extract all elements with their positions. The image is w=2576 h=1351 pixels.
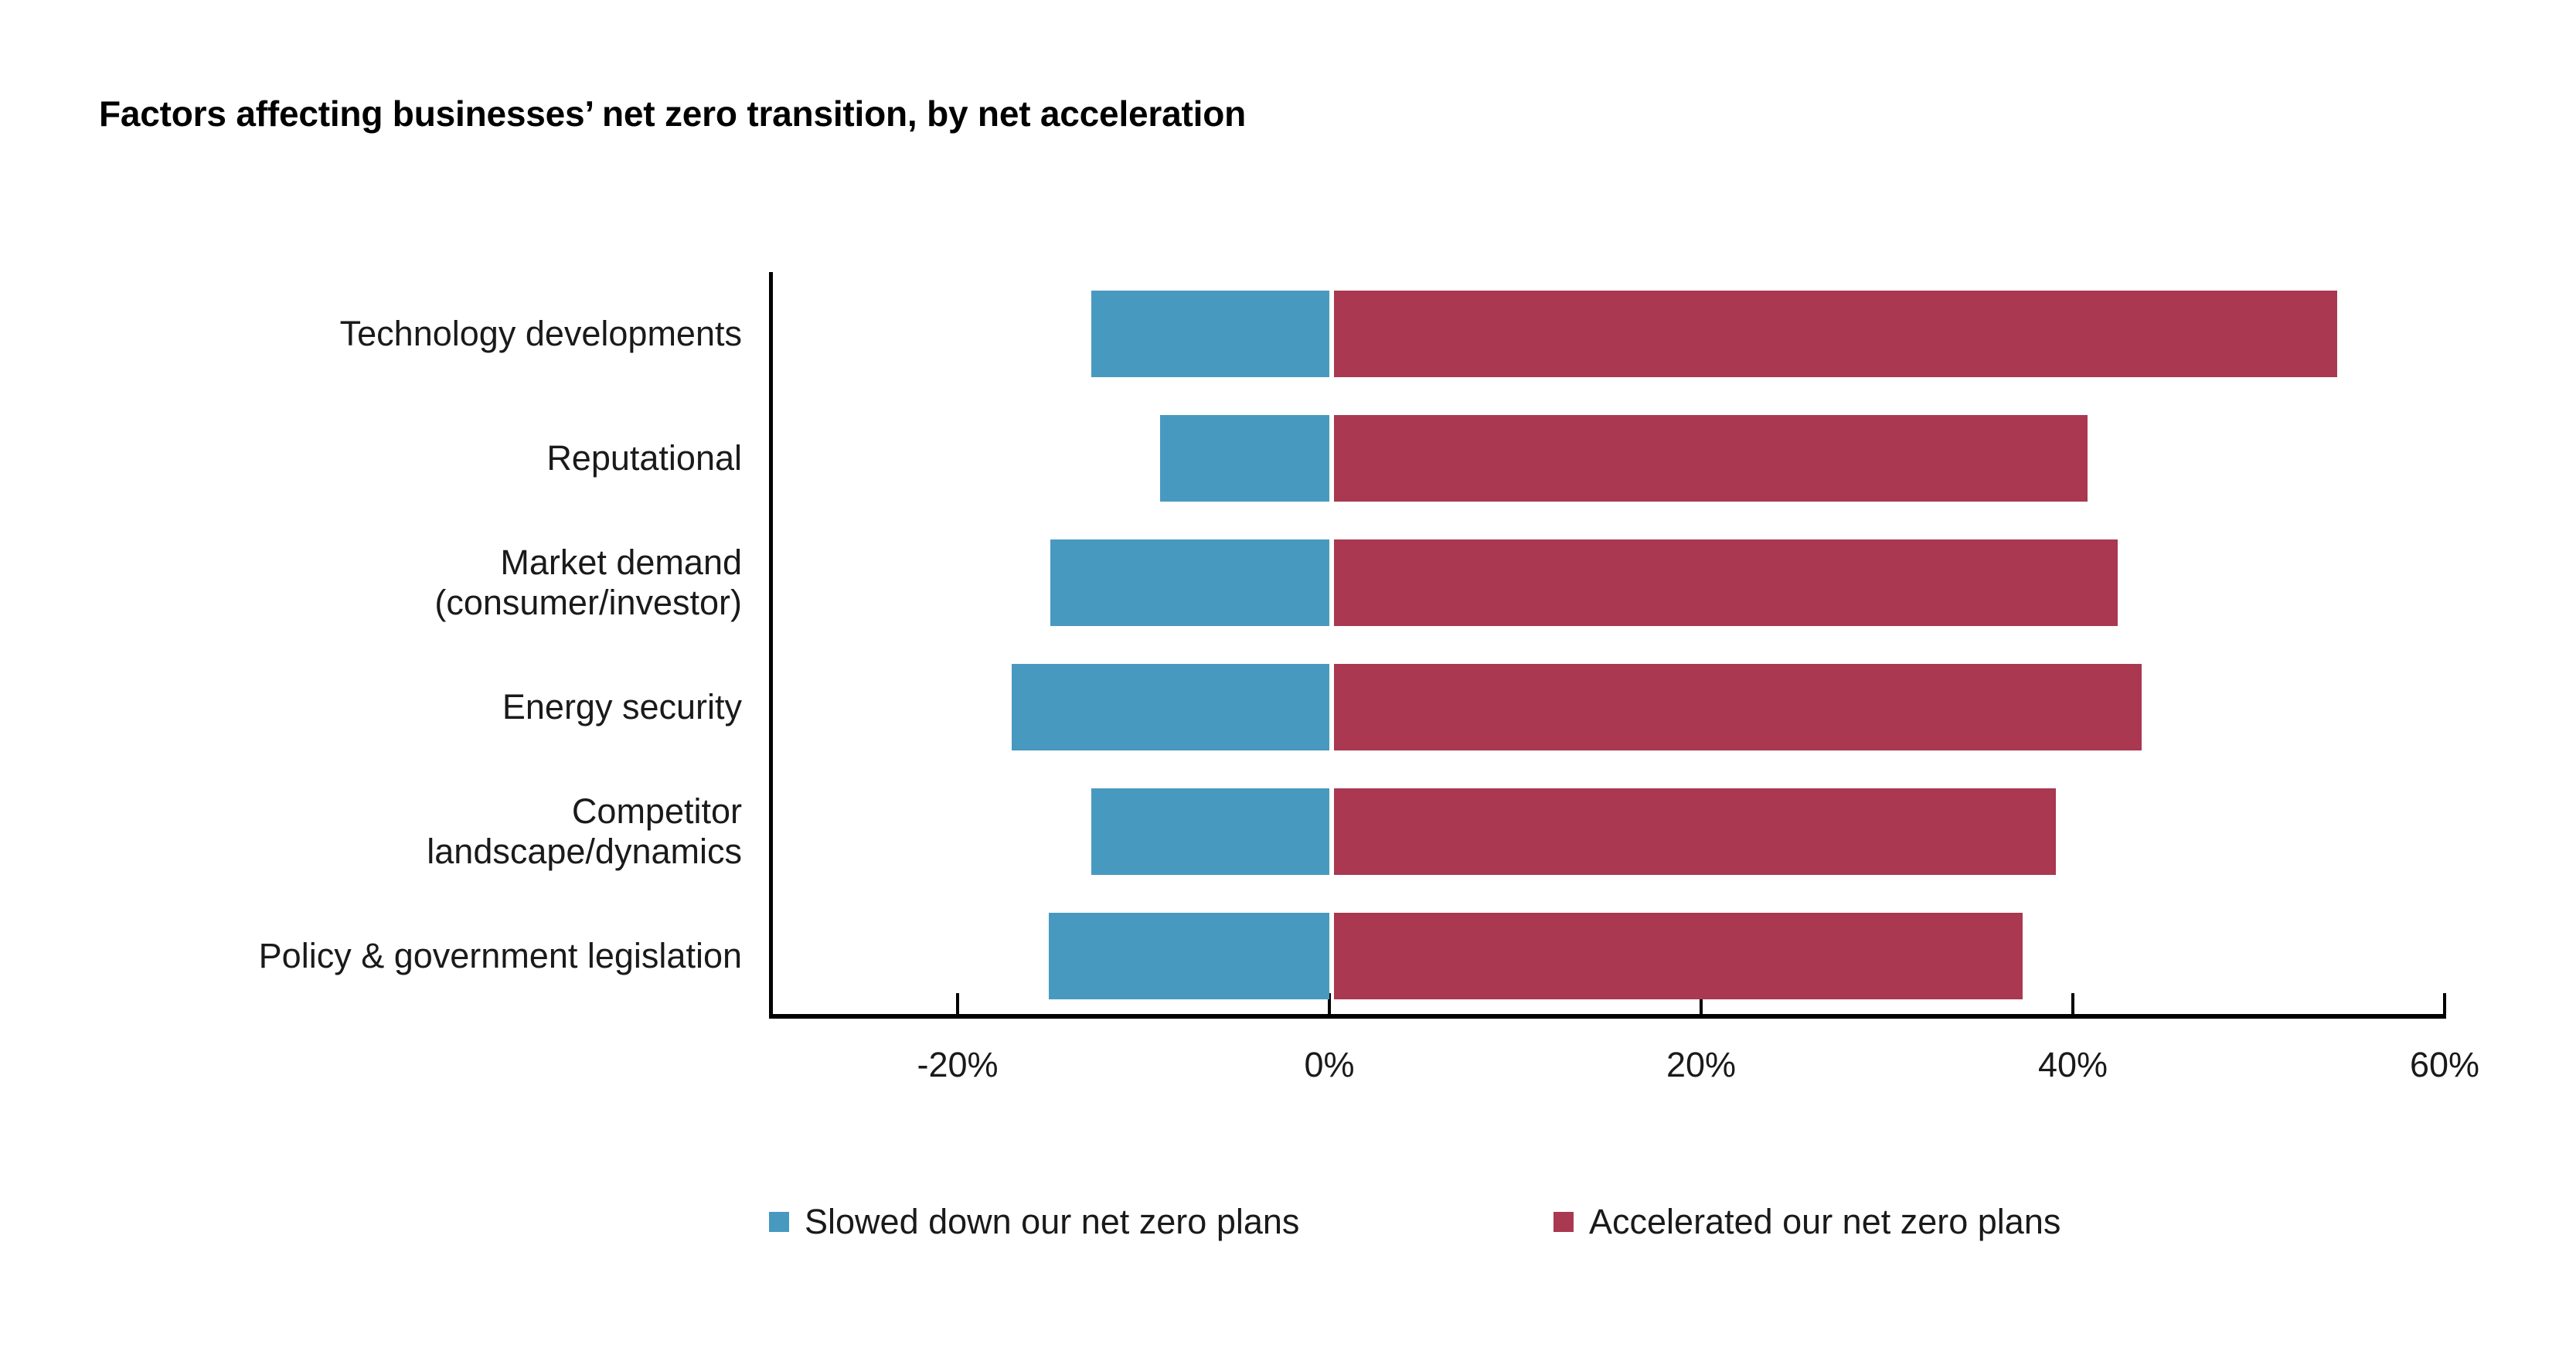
bar-accelerated bbox=[1334, 663, 2142, 750]
x-axis-tick bbox=[2071, 993, 2074, 1015]
x-axis-tick-label: 60% bbox=[2409, 1045, 2480, 1084]
bar-accelerated bbox=[1334, 788, 2057, 875]
bar-slowed bbox=[1091, 788, 1329, 875]
bar-row bbox=[769, 912, 2446, 999]
legend-label: Accelerated our net zero plans bbox=[1589, 1202, 2061, 1241]
category-axis-labels: Technology developments Reputational Marke… bbox=[46, 272, 742, 1018]
legend-label: Slowed down our net zero plans bbox=[805, 1202, 1300, 1241]
x-axis-tick-label: -20% bbox=[917, 1045, 999, 1084]
bar-slowed bbox=[1011, 663, 1329, 750]
x-axis-tick bbox=[956, 993, 959, 1015]
x-axis-tick bbox=[2443, 993, 2446, 1015]
square-swatch-red bbox=[1553, 1212, 1574, 1232]
category-label: Technology developments bbox=[339, 314, 742, 354]
category-label: Market demand (consumer/investor) bbox=[434, 543, 742, 623]
bar-row bbox=[769, 539, 2446, 627]
bar-slowed bbox=[1160, 415, 1329, 502]
page-title: Factors affecting businesses’ net zero t… bbox=[99, 94, 1246, 134]
bar-accelerated bbox=[1334, 912, 2023, 999]
plot-area bbox=[769, 272, 2446, 1019]
bar-row bbox=[769, 788, 2446, 875]
bar-accelerated bbox=[1334, 415, 2088, 502]
category-label: Policy & government legislation bbox=[258, 935, 742, 975]
category-label: Reputational bbox=[546, 438, 742, 478]
bar-accelerated bbox=[1334, 539, 2118, 627]
bar-slowed bbox=[1091, 291, 1329, 378]
x-axis-tick-label: 20% bbox=[1666, 1045, 1737, 1084]
chart-legend: Slowed down our net zero plans Accelerate… bbox=[769, 1202, 2237, 1248]
bar-slowed bbox=[1048, 912, 1329, 999]
x-axis-tick-label: 40% bbox=[2037, 1045, 2108, 1084]
x-axis-tick-label: 0% bbox=[1304, 1045, 1355, 1084]
y-axis-spine bbox=[769, 272, 773, 1018]
square-swatch-blue bbox=[769, 1212, 789, 1232]
bar-row bbox=[769, 663, 2446, 750]
bar-accelerated bbox=[1334, 291, 2337, 378]
bar-row bbox=[769, 415, 2446, 502]
legend-item[interactable]: Slowed down our net zero plans bbox=[769, 1202, 1299, 1242]
category-label: Competitor landscape/dynamics bbox=[427, 791, 742, 871]
category-label: Energy security bbox=[502, 686, 742, 727]
x-axis-spine bbox=[769, 1014, 2446, 1019]
x-axis-tick bbox=[1700, 993, 1703, 1015]
bar-slowed bbox=[1050, 539, 1329, 627]
bar-row bbox=[769, 291, 2446, 378]
x-axis-tick bbox=[1328, 993, 1331, 1015]
legend-item[interactable]: Accelerated our net zero plans bbox=[1553, 1202, 2060, 1242]
